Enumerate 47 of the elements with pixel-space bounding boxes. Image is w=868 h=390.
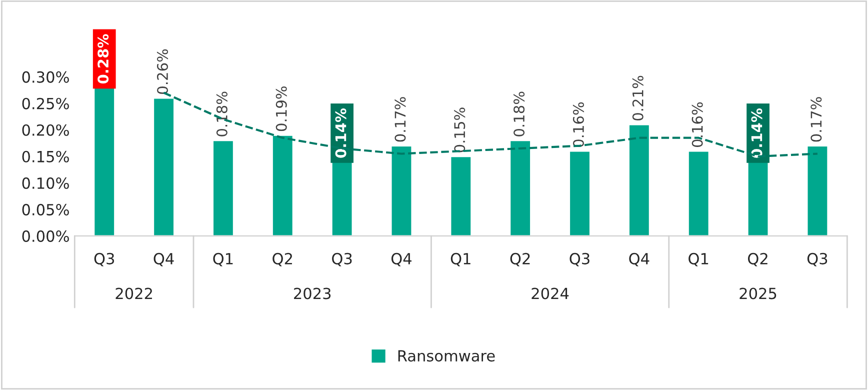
bar xyxy=(272,134,294,236)
y-tick-label: 0.20% xyxy=(22,124,69,136)
x-tick-label: Q3 xyxy=(570,252,590,266)
x-tick-label: Q3 xyxy=(94,252,114,266)
x-tick-label: Q3 xyxy=(332,252,352,266)
bar xyxy=(688,150,710,236)
text: 2023 xyxy=(294,288,331,300)
data-label: 0.15% xyxy=(454,108,466,152)
bar xyxy=(152,97,175,236)
x-tick-label: Q4 xyxy=(154,252,174,266)
data-label: 0.14% xyxy=(335,108,346,158)
x-tick-label: Q2 xyxy=(748,252,768,266)
y-tick-label: 0.05% xyxy=(22,204,69,216)
x-tick-label: Q1 xyxy=(450,252,470,266)
data-label: 0.19% xyxy=(276,86,287,132)
bar xyxy=(568,150,591,236)
data-label: 0.18% xyxy=(216,92,228,136)
y-tick-label: 0.30% xyxy=(22,71,69,83)
data-label: 0.28% xyxy=(98,34,109,84)
bar xyxy=(450,156,472,236)
bar xyxy=(806,145,829,236)
data-label: 0.18% xyxy=(514,92,525,136)
data-label: 0.14% xyxy=(751,108,762,158)
x-tick-label: Q4 xyxy=(629,252,650,266)
bar xyxy=(212,140,234,236)
bar xyxy=(390,145,413,236)
y-tick-label: 0.15% xyxy=(22,150,69,162)
bar xyxy=(509,140,532,236)
text: 2022 xyxy=(116,288,152,300)
y-tick-label: 0.10% xyxy=(22,177,69,189)
text: 2025 xyxy=(740,288,776,300)
x-tick-label: Q3 xyxy=(807,252,828,266)
x-tick-label: Q1 xyxy=(688,252,708,266)
data-label: 0.16% xyxy=(692,102,703,147)
x-tick-label: Q4 xyxy=(391,252,412,266)
bar xyxy=(628,124,650,236)
data-label: 0.17% xyxy=(394,97,406,142)
x-tick-label: Q2 xyxy=(510,252,530,266)
x-tick-label: Q2 xyxy=(272,252,292,266)
data-label: 0.21% xyxy=(632,76,644,120)
legend-label: Ransomware xyxy=(398,350,495,362)
y-tick-label: 0.25% xyxy=(22,98,69,110)
text: 2024 xyxy=(532,288,569,300)
x-tick-label: Q1 xyxy=(213,252,233,266)
data-label: 0.17% xyxy=(810,97,822,142)
data-label: 0.26% xyxy=(156,49,168,94)
y-tick-label: 0.00% xyxy=(22,230,69,242)
